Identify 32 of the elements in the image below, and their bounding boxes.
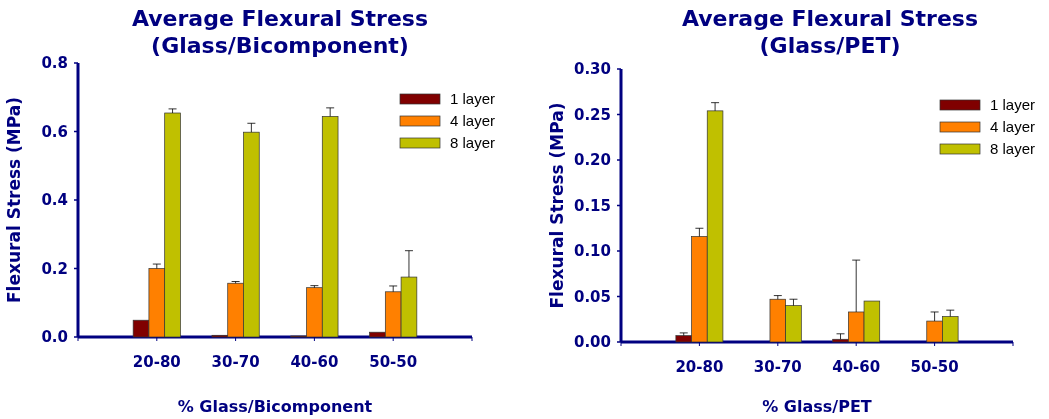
legend-label: 4 layer [450,112,496,130]
x-tick-label: 30-70 [211,353,260,371]
y-tick-label: 0.10 [573,242,611,261]
x-axis-title: % Glass/Bicomponent [177,397,373,416]
y-tick-label: 0.20 [573,151,611,170]
legend-label: 4 layer [990,118,1036,136]
legend-label: 1 layer [990,96,1036,114]
y-tick-label: 0.05 [573,287,611,306]
y-tick-label: 0.2 [41,259,68,278]
x-tick-label: 20-80 [675,358,724,376]
legend-label: 8 layer [450,134,496,152]
x-tick-label: 40-60 [832,358,881,376]
y-tick-label: 0.0 [41,328,68,347]
y-axis-title: Flexural Stress (MPa) [547,102,567,309]
x-tick-label: 30-70 [753,358,802,376]
x-tick-label: 40-60 [290,353,339,371]
chart-title: Average Flexural Stress (Glass/PET) [681,6,979,58]
y-tick-label: 0.00 [573,333,611,352]
y-tick-label: 0.25 [573,105,611,124]
chart-title: Average Flexural Stress (Glass/Bicomponent) [131,6,429,58]
x-axis-title: % Glass/PET [762,397,872,416]
y-axis-title: Flexural Stress (MPa) [4,96,24,304]
y-tick-label: 0.8 [41,54,68,73]
y-tick-label: 0.6 [41,122,68,141]
legend-label: 1 layer [450,90,496,108]
y-tick-label: 0.15 [573,196,611,215]
y-tick-label: 0.30 [573,60,611,79]
x-tick-label: 50-50 [369,353,418,371]
y-tick-label: 0.4 [41,191,68,210]
legend-label: 8 layer [990,140,1036,158]
x-tick-label: 50-50 [910,358,959,376]
x-tick-label: 20-80 [132,353,181,371]
